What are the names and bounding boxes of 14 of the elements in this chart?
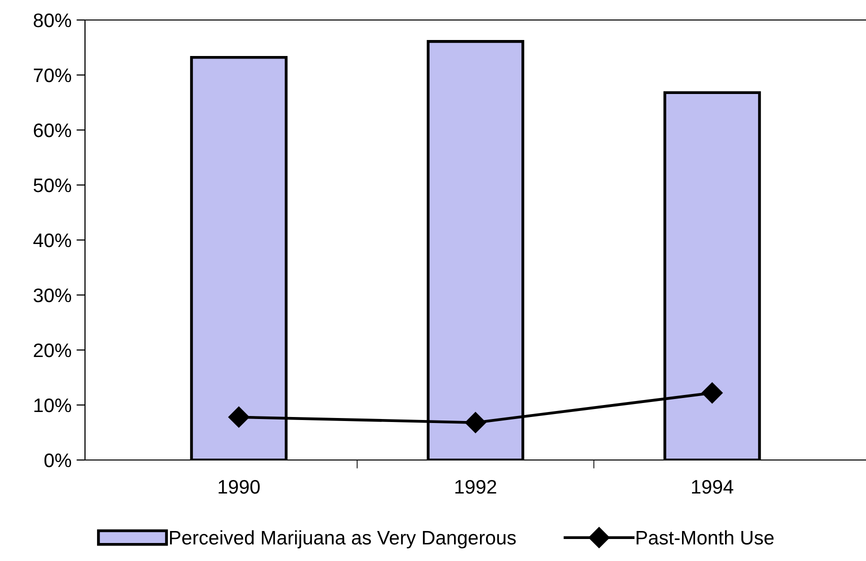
y-tick-label: 40%: [33, 233, 72, 248]
x-tick-label: 1990: [218, 480, 260, 494]
legend-label: Past-Month Use: [636, 530, 774, 545]
y-tick-label: 10%: [34, 398, 72, 412]
y-tick-label: 70%: [34, 68, 72, 82]
x-tick-label: 1992: [455, 480, 496, 494]
x-tick-label: 1994: [692, 480, 734, 494]
y-tick-label: 30%: [34, 288, 72, 302]
y-tick-label: 80%: [34, 13, 72, 28]
y-tick-label: 20%: [34, 343, 72, 358]
legend-label: Perceived Marijuana as Very Dangerous: [170, 530, 516, 548]
y-tick-label: 60%: [34, 123, 72, 138]
y-tick-label: 50%: [34, 178, 72, 192]
y-tick-label: 0%: [44, 453, 72, 468]
